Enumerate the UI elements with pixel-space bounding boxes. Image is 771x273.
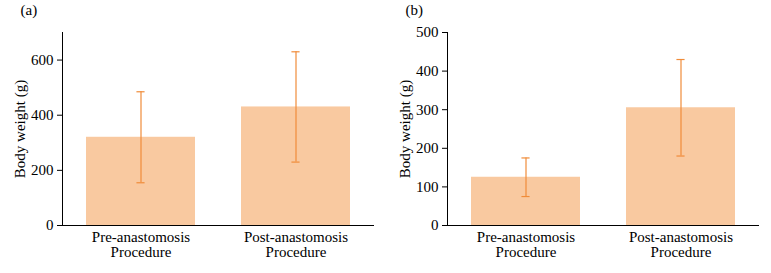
svg-text:200: 200 <box>31 162 54 178</box>
svg-text:Body weight (g): Body weight (g) <box>397 80 414 178</box>
svg-text:600: 600 <box>31 52 54 68</box>
svg-text:0: 0 <box>46 217 54 233</box>
svg-text:200: 200 <box>416 140 439 156</box>
svg-text:Post-anastomosisProcedure: Post-anastomosisProcedure <box>244 229 348 260</box>
svg-text:Post-anastomosisProcedure: Post-anastomosisProcedure <box>629 229 733 260</box>
svg-text:300: 300 <box>416 102 439 118</box>
svg-text:100: 100 <box>416 179 439 195</box>
svg-text:(b): (b) <box>406 2 424 19</box>
svg-text:Pre-anastomosisProcedure: Pre-anastomosisProcedure <box>92 229 190 260</box>
svg-text:400: 400 <box>31 107 54 123</box>
svg-text:Pre-anastomosisProcedure: Pre-anastomosisProcedure <box>477 229 575 260</box>
svg-text:(a): (a) <box>21 2 38 19</box>
svg-text:500: 500 <box>416 24 439 40</box>
svg-text:0: 0 <box>431 217 439 233</box>
svg-text:400: 400 <box>416 63 439 79</box>
svg-text:Body weight (g): Body weight (g) <box>12 80 29 178</box>
